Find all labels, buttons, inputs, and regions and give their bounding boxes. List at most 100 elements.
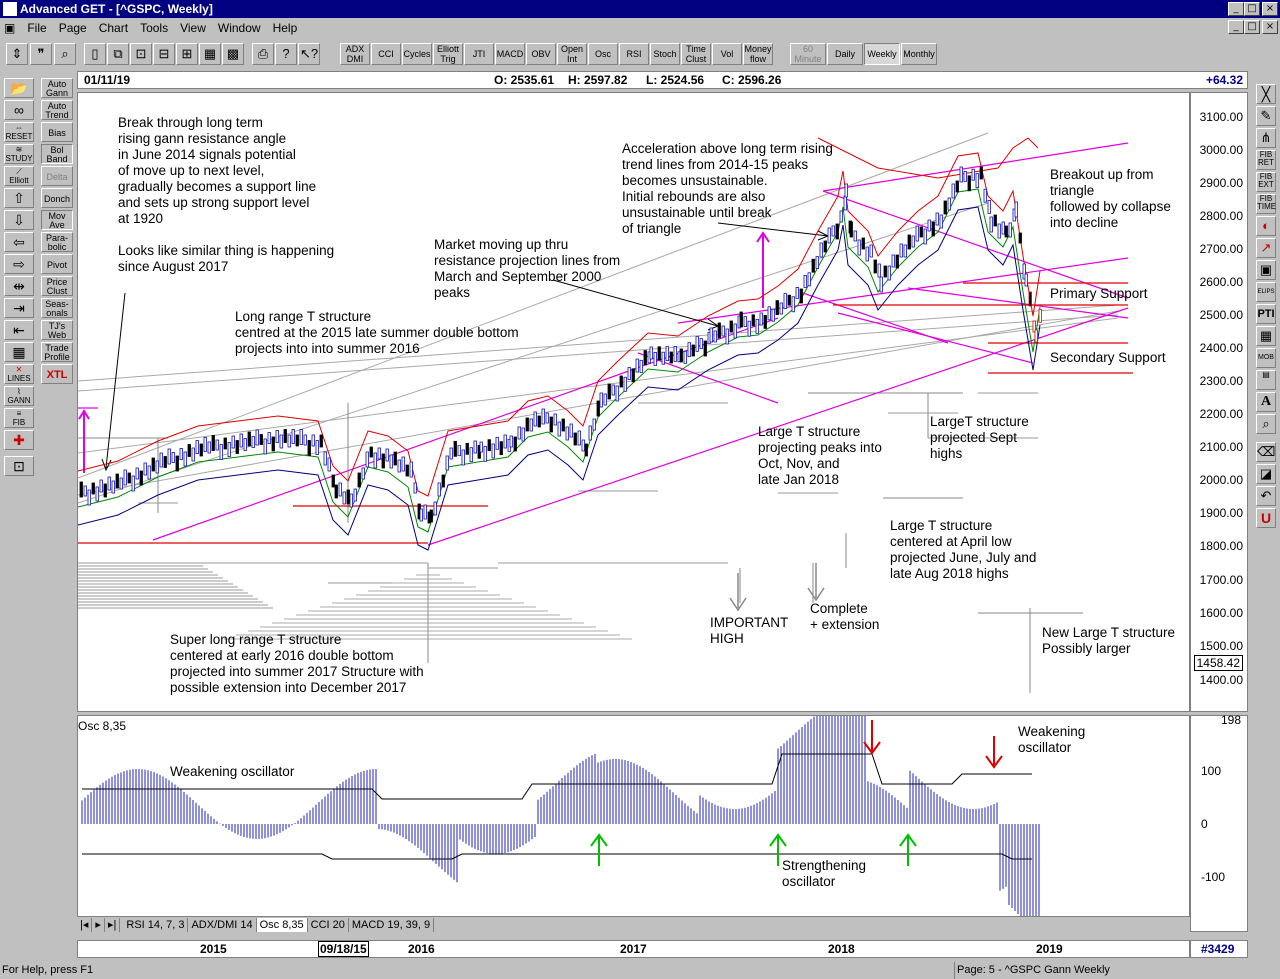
mob-icon[interactable]: MOB <box>1256 348 1276 368</box>
timeframe-60-minute[interactable]: 60 Minute <box>790 43 826 65</box>
arrow-left-icon[interactable]: ⇦ <box>4 232 34 252</box>
study-macd[interactable]: MACD <box>495 43 525 65</box>
properties-icon[interactable]: ⊡ <box>4 456 34 476</box>
reset-icon[interactable]: ⇔ RESET <box>4 122 34 142</box>
grid-view-icon[interactable]: ▦ <box>4 342 34 362</box>
quote-icon[interactable]: ❞ <box>30 43 52 65</box>
tool-seasonals[interactable]: Seas-onals <box>41 298 73 318</box>
lines-icon[interactable]: ✕ LINES <box>4 364 34 384</box>
oscillator-axis[interactable]: 198 100 0 -100 <box>1190 713 1248 932</box>
compress-icon[interactable]: ⇹ <box>4 276 34 296</box>
calendar-icon[interactable]: ▤ <box>1256 370 1276 390</box>
close-button[interactable]: × <box>1262 2 1278 16</box>
tool-auto-gann[interactable]: Auto Gann <box>41 78 73 98</box>
tab-macd[interactable]: MACD 19, 39, 9 <box>349 918 435 932</box>
tool-parabolic[interactable]: Para-bolic <box>41 232 73 252</box>
study-open-int[interactable]: Open Int <box>557 43 587 65</box>
tool-pivot[interactable]: Pivot <box>41 254 73 274</box>
open-folder-icon[interactable]: 📂 <box>4 78 34 98</box>
fib-ret-icon[interactable]: FIB RET <box>1256 150 1276 170</box>
copy-icon[interactable]: ⧉ <box>107 43 129 65</box>
maximize-button[interactable]: □ <box>1244 2 1260 16</box>
study-elliott-trig[interactable]: Elliott Trig <box>433 43 463 65</box>
table-icon[interactable]: ▦ <box>1256 326 1276 346</box>
tool-mov-ave[interactable]: Mov Ave <box>41 210 73 230</box>
tab-adx-dmi[interactable]: ADX/DMI 14 <box>188 918 257 932</box>
tool-auto-trend[interactable]: Auto Trend <box>41 100 73 120</box>
pencil-icon[interactable]: ✎ <box>1256 106 1276 126</box>
crosshair-icon[interactable]: ✚ <box>4 430 34 450</box>
tab-scroll-first[interactable]: |◂ <box>77 918 93 932</box>
study-rsi[interactable]: RSI <box>619 43 649 65</box>
draw-line-icon[interactable]: ╳ <box>1256 84 1276 104</box>
mdi-close-button[interactable]: × <box>1262 20 1278 34</box>
timeframe-monthly[interactable]: Monthly <box>901 43 937 65</box>
square-tool-icon[interactable]: ▣ <box>1256 260 1276 280</box>
menu-file[interactable]: File <box>27 21 47 35</box>
menu-help[interactable]: Help <box>272 21 298 35</box>
timeframe-daily[interactable]: Daily <box>827 43 863 65</box>
tool-bias[interactable]: Bias <box>41 122 73 142</box>
study-icon[interactable]: ≋ STUDY <box>4 144 34 164</box>
expand-icon[interactable]: ⇥ <box>4 298 34 318</box>
gann-icon[interactable]: ⌇ GANN <box>4 386 34 406</box>
menu-window[interactable]: Window <box>217 21 261 35</box>
context-help-icon[interactable]: ↖? <box>298 43 320 65</box>
tab-scroll-last[interactable]: ▸| <box>105 918 121 932</box>
paint-icon[interactable]: ◪ <box>1256 464 1276 484</box>
tool-donch[interactable]: Donch <box>41 188 73 208</box>
study-osc[interactable]: Osc <box>588 43 618 65</box>
mdi-minimize-button[interactable]: _ <box>1228 20 1244 34</box>
time-axis[interactable]: 2015 09/18/15 2016 2017 2018 2019 <box>77 940 1190 958</box>
arrow-up-icon[interactable]: ⇧ <box>4 188 34 208</box>
tab-rsi[interactable]: RSI 14, 7, 3 <box>123 918 189 932</box>
open-icon[interactable]: ⊡ <box>130 43 152 65</box>
export-icon[interactable]: ⊞ <box>176 43 198 65</box>
study-money-flow[interactable]: Money flow <box>743 43 773 65</box>
study-adx-dmi[interactable]: ADX DMI <box>340 43 370 65</box>
menu-tools[interactable]: Tools <box>140 21 169 35</box>
tool-delta[interactable]: Delta <box>41 166 73 186</box>
timeframe-weekly[interactable]: Weekly <box>864 43 900 65</box>
fib-icon[interactable]: ≡ FIB <box>4 408 34 428</box>
study-jti[interactable]: JTI <box>464 43 494 65</box>
price-axis[interactable]: 3100.00 3000.00 2900.00 2800.00 2700.00 2600.… <box>1190 92 1248 712</box>
app-menu-icon[interactable]: ▣ <box>4 21 16 35</box>
link-icon[interactable]: ⊟ <box>153 43 175 65</box>
tool-xtl[interactable]: XTL <box>41 364 73 384</box>
help-icon[interactable]: ? <box>275 43 297 65</box>
study-time-clust[interactable]: Time Clust <box>681 43 711 65</box>
study-stoch[interactable]: Stoch <box>650 43 680 65</box>
zoom-icon[interactable]: ⌕ <box>54 43 76 65</box>
tool-bol-band[interactable]: Bol Band <box>41 144 73 164</box>
tab-scroll-next[interactable]: ▸ <box>92 918 105 932</box>
magnify-icon[interactable]: ⌕ <box>1256 414 1276 434</box>
elliott-icon[interactable]: ⟋ Elliott <box>4 166 34 186</box>
magnet-icon[interactable]: U <box>1256 508 1276 528</box>
tab-osc[interactable]: Osc 8,35 <box>256 918 308 932</box>
oscillator-panel[interactable]: Osc 8,35 Weakening oscillator Weakening … <box>77 715 1190 917</box>
split-icon[interactable]: ⇤ <box>4 320 34 340</box>
mdi-restore-button[interactable]: □ <box>1244 20 1260 34</box>
menu-page[interactable]: Page <box>58 21 87 35</box>
glasses-icon[interactable]: ∞ <box>4 100 34 120</box>
fib-time-icon[interactable]: FIB TIME <box>1256 194 1276 214</box>
eraser-icon[interactable]: ⌫ <box>1256 442 1276 462</box>
fib-ext-icon[interactable]: FIB EXT <box>1256 172 1276 192</box>
study-cycles[interactable]: Cycles <box>402 43 432 65</box>
new-icon[interactable]: ▯ <box>84 43 106 65</box>
tool-trade-profile[interactable]: Trade Profile <box>41 342 73 362</box>
tab-cci[interactable]: CCI 20 <box>308 918 349 932</box>
arrow-down-icon[interactable]: ⇩ <box>4 210 34 230</box>
print-icon[interactable]: ⎙ <box>252 43 274 65</box>
pitchfork-icon[interactable]: ⋔ <box>1256 128 1276 148</box>
menu-chart[interactable]: Chart <box>98 21 129 35</box>
arrow-tool-icon[interactable]: ↗ <box>1256 238 1276 258</box>
study-vol[interactable]: Vol <box>712 43 742 65</box>
price-chart[interactable]: Break through long term rising gann resi… <box>77 92 1190 712</box>
pti-icon[interactable]: PTI <box>1256 304 1276 324</box>
ellipse-icon[interactable]: ELIPS <box>1256 282 1276 302</box>
undo-icon[interactable]: ↶ <box>1256 486 1276 506</box>
tool-price-clust[interactable]: Price Clust <box>41 276 73 296</box>
text-tool-icon[interactable]: A <box>1256 392 1276 412</box>
